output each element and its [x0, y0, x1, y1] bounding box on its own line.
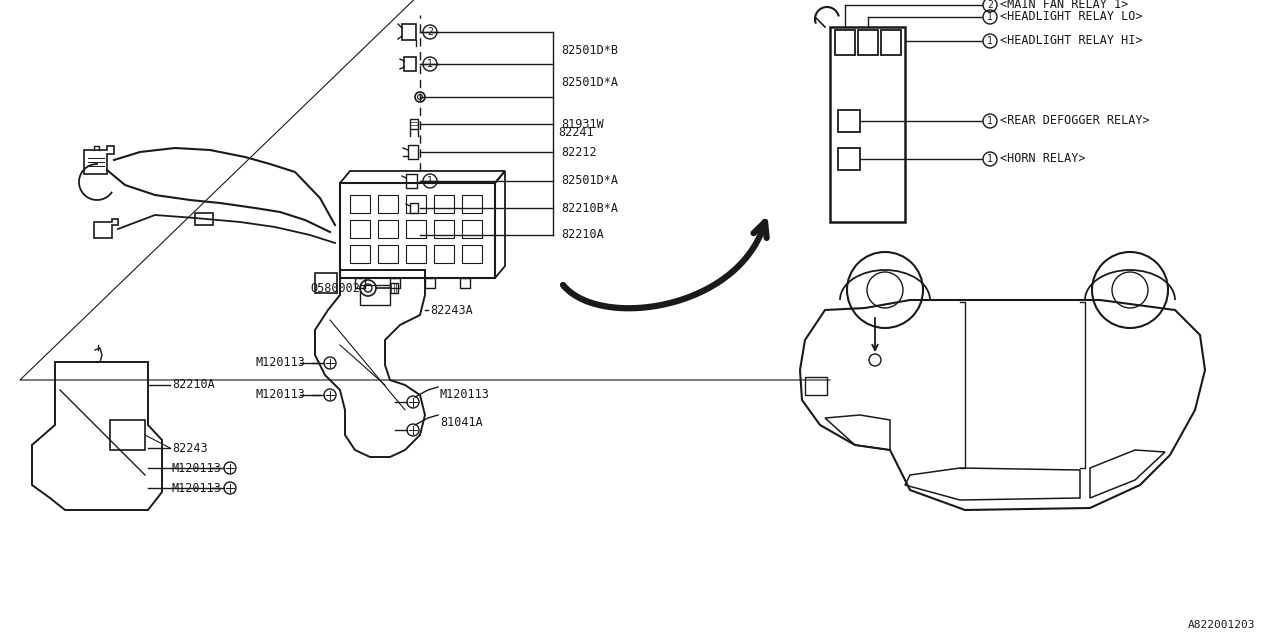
Bar [835, 30, 855, 55]
Bar [410, 203, 419, 213]
Bar [881, 30, 901, 55]
Bar [406, 220, 426, 238]
Bar [858, 30, 878, 55]
Bar [434, 220, 454, 238]
Text: 82501D*A: 82501D*A [561, 76, 618, 88]
Text: 82241: 82241 [558, 125, 594, 138]
Text: Q580002: Q580002 [310, 282, 360, 294]
Text: M120113: M120113 [172, 461, 221, 474]
Bar [406, 174, 417, 188]
Bar [378, 245, 398, 263]
Text: 1: 1 [987, 154, 993, 164]
Text: 82501D*A: 82501D*A [561, 175, 618, 188]
Bar [434, 245, 454, 263]
Bar [110, 420, 145, 450]
Bar [408, 145, 419, 159]
Text: <HORN RELAY>: <HORN RELAY> [1000, 152, 1085, 166]
Bar [340, 183, 495, 278]
Bar [360, 285, 390, 305]
Text: 2: 2 [987, 0, 993, 10]
Bar [434, 195, 454, 213]
Bar [462, 220, 483, 238]
Bar [406, 195, 426, 213]
Text: 82243: 82243 [172, 442, 207, 454]
Bar [349, 195, 370, 213]
Bar [838, 148, 860, 170]
Text: M120113: M120113 [255, 388, 305, 401]
Text: 1: 1 [987, 116, 993, 126]
Bar [838, 110, 860, 132]
Bar [462, 245, 483, 263]
Text: A822001203: A822001203 [1188, 620, 1254, 630]
Bar [805, 377, 827, 395]
Text: 81041A: 81041A [440, 417, 483, 429]
Text: <REAR DEFOGGER RELAY>: <REAR DEFOGGER RELAY> [1000, 115, 1149, 127]
Text: 82501D*B: 82501D*B [561, 44, 618, 56]
Text: 2: 2 [428, 27, 433, 37]
Text: M120113: M120113 [255, 356, 305, 369]
Text: 82210B*A: 82210B*A [561, 202, 618, 214]
Text: <HEADLIGHT RELAY LO>: <HEADLIGHT RELAY LO> [1000, 10, 1143, 24]
Text: 1: 1 [428, 176, 433, 186]
Bar [315, 273, 337, 293]
Text: 1: 1 [428, 59, 433, 69]
Text: <HEADLIGHT RELAY HI>: <HEADLIGHT RELAY HI> [1000, 35, 1143, 47]
Text: <MAIN FAN RELAY 1>: <MAIN FAN RELAY 1> [1000, 0, 1128, 12]
Bar [404, 57, 416, 71]
Text: 82210A: 82210A [561, 228, 604, 241]
Bar [829, 27, 905, 222]
Bar [349, 245, 370, 263]
Text: M120113: M120113 [440, 388, 490, 401]
Bar [378, 195, 398, 213]
Bar [349, 220, 370, 238]
Text: 82243A: 82243A [430, 303, 472, 317]
Text: 82210A: 82210A [172, 378, 215, 392]
Text: 81931W: 81931W [561, 118, 604, 131]
Text: 1: 1 [987, 12, 993, 22]
Bar [402, 24, 416, 40]
Bar [378, 220, 398, 238]
Text: 82212: 82212 [561, 145, 596, 159]
Bar [410, 119, 419, 129]
Text: 1: 1 [987, 36, 993, 46]
Bar [195, 213, 212, 225]
Text: M120113: M120113 [172, 481, 221, 495]
Bar [462, 195, 483, 213]
Bar [406, 245, 426, 263]
